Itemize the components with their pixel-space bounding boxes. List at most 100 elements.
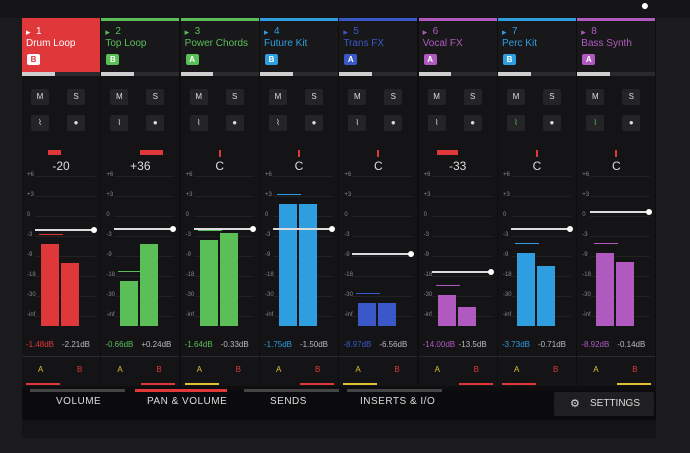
mute-button[interactable]: M [427,89,446,105]
solo-button[interactable]: S [622,89,641,105]
volume-fader-track[interactable] [510,228,571,230]
scale-gridline [431,256,492,257]
ab-option-a[interactable]: A [38,365,44,374]
record-icon[interactable]: ● [640,0,650,13]
mute-button[interactable]: M [268,89,287,105]
scale-gridline [114,236,175,237]
pan-indicator[interactable] [535,150,538,157]
track-header[interactable]: ▸ 8 Bass Synth A [577,18,656,73]
pan-indicator[interactable] [377,150,380,157]
scale-tick-label: 0 [264,212,269,218]
ab-option-b[interactable]: B [314,365,321,374]
record-arm-button[interactable]: ● [146,115,165,131]
ab-option-b[interactable]: B [77,365,83,374]
volume-fader-track[interactable] [352,253,413,255]
mute-button[interactable]: M [31,89,49,105]
volume-fader-handle[interactable] [328,226,335,232]
automation-button[interactable]: ⌇ [586,115,605,131]
volume-fader-track[interactable] [114,228,175,230]
track-header[interactable]: ▸ 7 Perc Kit B [497,18,576,73]
automation-button[interactable]: ⌇ [348,115,367,131]
ab-option-b[interactable]: B [632,365,638,374]
volume-fader-track[interactable] [35,229,95,231]
tab-pan-volume[interactable]: PAN & VOLUME [147,396,228,407]
ab-option-a[interactable]: A [513,365,520,374]
volume-fader-handle[interactable] [408,251,415,257]
solo-button[interactable]: S [463,89,482,105]
record-arm-button[interactable]: ● [463,115,482,131]
tab-inserts-io[interactable]: INSERTS & I/O [360,396,436,407]
volume-fader-track[interactable] [431,271,492,273]
pan-indicator[interactable] [615,150,618,157]
record-arm-button[interactable]: ● [67,115,85,131]
settings-button[interactable]: ⚙ SETTINGS [554,392,654,416]
tab-volume[interactable]: VOLUME [56,396,102,407]
ab-option-b[interactable]: B [235,365,241,374]
automation-button[interactable]: ⌇ [506,115,525,131]
volume-fader-track[interactable] [590,211,651,213]
pan-indicator[interactable] [297,150,300,157]
pan-indicator[interactable] [436,150,458,155]
ab-option-b[interactable]: B [552,365,559,374]
volume-fader-handle[interactable] [487,269,494,275]
track-header[interactable]: ▸ 1 Drum Loop B [22,18,100,73]
volume-fader-track[interactable] [272,228,333,230]
volume-fader-handle[interactable] [249,226,256,232]
track-header[interactable]: ▸ 5 Trans FX A [339,18,418,73]
solo-button[interactable]: S [67,89,85,105]
mute-button[interactable]: M [189,89,208,105]
track-name: Drum Loop [26,38,76,49]
solo-button[interactable]: S [542,89,561,105]
record-arm-button[interactable]: ● [622,115,641,131]
solo-button[interactable]: S [146,89,165,105]
volume-fader-handle[interactable] [646,209,653,215]
track-header[interactable]: ▸ 2 Top Loop B [101,18,180,73]
record-arm-button[interactable]: ● [542,115,561,131]
ab-option-b[interactable]: B [394,365,400,374]
automation-button[interactable]: ⌇ [189,115,208,131]
automation-button[interactable]: ⌇ [110,115,129,131]
pan-indicator[interactable] [140,150,164,155]
scale-gridline [114,196,175,197]
solo-button[interactable]: S [225,89,244,105]
ab-option-a[interactable]: A [275,365,282,374]
volume-fader-handle[interactable] [566,226,573,232]
ab-option-b[interactable]: B [156,365,162,374]
record-arm-button[interactable]: ● [225,115,244,131]
volume-fader-track[interactable] [193,228,254,230]
solo-button[interactable]: S [384,89,403,105]
track-header[interactable]: ▸ 6 Vocal FX A [418,18,497,73]
pan-indicator[interactable] [218,150,221,157]
solo-button[interactable]: S [304,89,323,105]
track-header[interactable]: ▸ 3 Power Chords A [180,18,259,73]
record-arm-button[interactable]: ● [304,115,323,131]
ab-option-a[interactable]: A [434,365,440,374]
track-header[interactable]: ▸ 4 Future Kit B [259,18,338,73]
mute-button[interactable]: M [348,89,367,105]
tab-sends[interactable]: SENDS [270,396,307,407]
volume-fader-handle[interactable] [170,226,177,232]
automation-button[interactable]: ⌇ [427,115,446,131]
mute-button[interactable]: M [586,89,605,105]
ab-option-a[interactable]: A [196,365,202,374]
ab-option-a[interactable]: A [117,365,123,374]
record-arm-button[interactable]: ● [384,115,403,131]
mute-button[interactable]: M [506,89,525,105]
pan-indicator[interactable] [48,150,61,155]
ab-option-b[interactable]: B [473,365,479,374]
ab-option-a[interactable]: A [355,365,361,374]
automation-button[interactable]: ⌇ [268,115,287,131]
ab-option-a[interactable]: A [593,365,599,374]
track-controls: M S ⌇ ● [421,81,495,145]
automation-button[interactable]: ⌇ [31,115,49,131]
mute-button[interactable]: M [110,89,129,105]
volume-fader-handle[interactable] [91,227,97,233]
